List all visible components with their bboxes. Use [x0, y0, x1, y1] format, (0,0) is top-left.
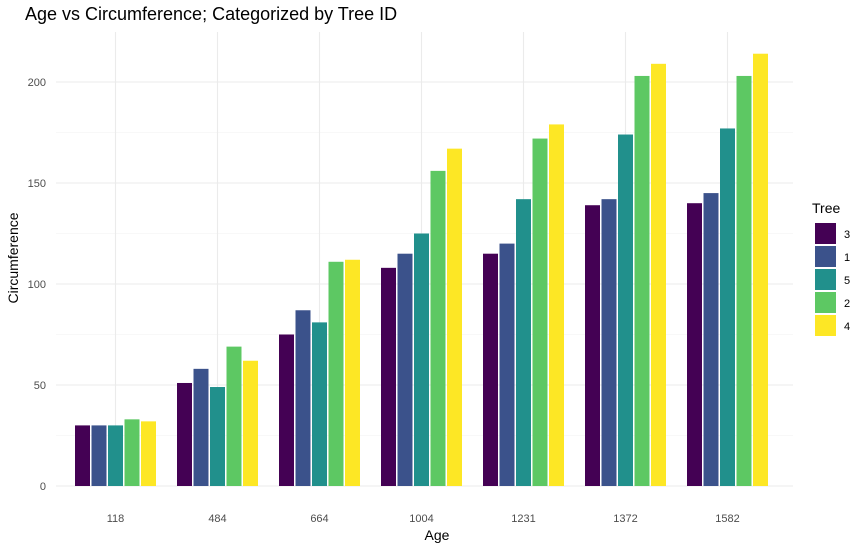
- bar-tree-3-age-1231: [483, 253, 498, 486]
- bar-tree-2-age-1372: [634, 75, 650, 486]
- bar-tree-3-age-1004: [381, 267, 396, 486]
- legend-label: 5: [844, 275, 850, 287]
- legend-label: 2: [844, 298, 850, 310]
- bar-tree-5-age-484: [210, 387, 225, 486]
- bar-tree-2-age-664: [328, 261, 344, 486]
- legend-label: 1: [844, 252, 850, 264]
- y-axis: 0 50 100 150 200: [28, 77, 46, 493]
- bar-tree-4-age-1231: [549, 124, 564, 487]
- legend-label: 3: [844, 229, 850, 241]
- x-tick-label: 484: [208, 513, 226, 525]
- bar-tree-2-age-1231: [532, 138, 548, 486]
- bar-tree-5-age-1004: [414, 233, 429, 486]
- y-axis-title: Circumference: [5, 212, 21, 303]
- legend-title: Tree: [812, 200, 840, 216]
- bar-tree-4-age-118: [141, 421, 156, 486]
- bar-tree-5-age-1231: [516, 199, 531, 486]
- y-tick-label: 0: [40, 481, 46, 493]
- bar-tree-4-age-1582: [753, 53, 768, 486]
- bar-tree-1-age-1582: [703, 193, 719, 486]
- bar-tree-4-age-1372: [651, 63, 666, 486]
- bar-tree-1-age-1372: [601, 199, 617, 486]
- bar-tree-5-age-118: [108, 425, 123, 486]
- bar-tree-1-age-1231: [499, 243, 515, 486]
- bar-tree-2-age-1582: [736, 75, 752, 486]
- x-tick-label: 664: [310, 513, 328, 525]
- legend-swatch: [815, 246, 836, 267]
- bar-tree-5-age-664: [312, 322, 327, 486]
- legend-swatch: [815, 269, 836, 290]
- bar-tree-1-age-664: [295, 310, 311, 486]
- y-tick-label: 100: [28, 279, 46, 291]
- x-tick-label: 1582: [715, 513, 739, 525]
- bar-tree-1-age-484: [193, 368, 209, 486]
- legend-swatch: [815, 292, 836, 313]
- x-tick-label: 1231: [511, 513, 535, 525]
- bars: [75, 53, 768, 487]
- bar-tree-2-age-118: [124, 419, 140, 486]
- bar-tree-1-age-118: [91, 425, 107, 486]
- bar-tree-3-age-1582: [687, 203, 702, 486]
- bar-tree-5-age-1582: [720, 128, 735, 486]
- bar-tree-2-age-484: [226, 346, 242, 486]
- bar-tree-2-age-1004: [430, 170, 446, 486]
- legend-label: 4: [844, 321, 850, 333]
- x-axis: 118 484 664 1004 1231 1372 1582: [107, 513, 740, 525]
- x-axis-title: Age: [425, 527, 450, 543]
- chart-title: Age vs Circumference; Categorized by Tre…: [25, 4, 397, 24]
- legend: Tree 3 1 5 2 4: [812, 200, 850, 336]
- bar-tree-4-age-484: [243, 360, 258, 486]
- bar-tree-4-age-664: [345, 259, 360, 486]
- y-tick-label: 200: [28, 77, 46, 89]
- bar-tree-4-age-1004: [447, 148, 462, 486]
- bar-tree-3-age-664: [279, 334, 294, 486]
- x-tick-label: 1372: [613, 513, 637, 525]
- x-tick-label: 1004: [409, 513, 433, 525]
- x-tick-label: 118: [107, 513, 125, 525]
- bar-tree-1-age-1004: [397, 253, 413, 486]
- y-tick-label: 150: [28, 178, 46, 190]
- y-tick-label: 50: [34, 380, 46, 392]
- legend-swatch: [815, 223, 836, 244]
- bar-tree-3-age-484: [177, 382, 192, 486]
- bar-tree-3-age-118: [75, 425, 90, 486]
- legend-swatch: [815, 315, 836, 336]
- bar-tree-3-age-1372: [585, 205, 600, 486]
- bar-tree-5-age-1372: [618, 134, 633, 486]
